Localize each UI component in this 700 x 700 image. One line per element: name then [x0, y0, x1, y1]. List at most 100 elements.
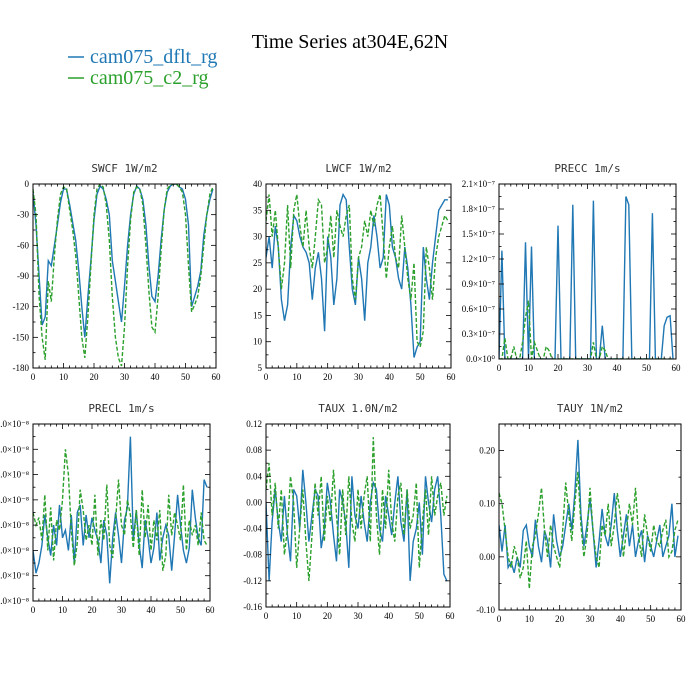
y-tick-label: 4.0×10⁻⁸	[0, 495, 29, 505]
x-tick-label: 40	[384, 611, 394, 621]
x-tick-label: 60	[672, 363, 682, 373]
series-line	[33, 449, 208, 571]
panel-title: TAUX 1.0N/m2	[318, 402, 397, 415]
y-tick-label: -180	[13, 363, 30, 373]
x-tick-label: 0	[264, 372, 269, 382]
y-tick-label: -0.04	[243, 524, 262, 534]
x-tick-label: 50	[181, 372, 191, 382]
series-line	[33, 184, 214, 367]
y-tick-label: -0.12	[243, 576, 262, 586]
chart-panel: TAUX 1.0N/m2 0 10 20 30 40 50 60 0.12 0.08 0.04 0.0…	[243, 402, 455, 621]
y-tick-label: 15	[253, 310, 263, 320]
x-tick-label: 40	[147, 605, 157, 615]
y-tick-label: 0.00	[246, 497, 262, 507]
x-tick-label: 60	[677, 614, 687, 624]
y-tick-label: 0.04	[246, 471, 262, 481]
x-tick-label: 0	[497, 614, 502, 624]
x-tick-label: 50	[642, 363, 652, 373]
legend-label: cam075_c2_rg	[90, 67, 209, 89]
y-tick-label: 2.1×10⁻⁷	[462, 179, 495, 189]
x-tick-label: 20	[90, 372, 100, 382]
y-tick-label: 3.0×10⁻⁸	[0, 520, 29, 530]
x-tick-label: 20	[555, 614, 565, 624]
legend-label: cam075_dflt_rg	[90, 46, 217, 68]
y-tick-label: 0.9×10⁻⁷	[462, 279, 495, 289]
y-tick-label: 0.00	[479, 552, 495, 562]
y-tick-label: 30	[253, 232, 263, 242]
x-tick-label: 60	[447, 372, 457, 382]
panel-title: TAUY 1N/m2	[557, 402, 623, 415]
y-tick-label: 5.0×10⁻⁸	[0, 470, 29, 480]
y-tick-label: 0.08	[246, 445, 262, 455]
x-tick-label: 10	[292, 372, 302, 382]
x-tick-label: 40	[385, 372, 395, 382]
chart-panel: PRECC 1m/s 0 10 20 30 40 50 60 0.0×10⁰ 0.3×10⁻⁷ 0.…	[462, 162, 681, 373]
y-tick-label: 0.6×10⁻⁷	[462, 304, 495, 314]
x-tick-label: 30	[583, 363, 593, 373]
y-tick-label: 6.0×10⁻⁸	[0, 444, 29, 454]
y-tick-label: -90	[17, 271, 29, 281]
panel-title: LWCF 1W/m2	[325, 162, 391, 175]
x-tick-label: 20	[88, 605, 98, 615]
x-tick-label: 30	[117, 605, 127, 615]
x-tick-label: 60	[212, 372, 222, 382]
chart-panel: TAUY 1N/m2 0 10 20 30 40 50 60 0.20 0.10 0.00 -0.10	[476, 402, 686, 624]
y-tick-label: -0.16	[243, 602, 262, 612]
y-tick-label: 2.0×10⁻⁸	[0, 545, 29, 555]
x-tick-label: 30	[354, 372, 364, 382]
chart-panels: SWCF 1W/m20 10 20 30 40 50 600-30-60-90-120-15…	[0, 162, 686, 624]
x-tick-label: 50	[416, 372, 426, 382]
x-tick-label: 50	[176, 605, 186, 615]
x-tick-label: 50	[415, 611, 425, 621]
series-line	[33, 436, 208, 584]
x-tick-label: 0	[31, 372, 36, 382]
y-tick-label: 1.5×10⁻⁷	[462, 229, 495, 239]
series-line	[499, 471, 679, 589]
y-tick-label: 0.0×10⁻⁸	[0, 596, 29, 606]
x-tick-label: 40	[151, 372, 161, 382]
y-tick-label: 1.2×10⁻⁷	[462, 254, 495, 264]
chart-panel: PRECL 1m/s 0 10 20 30 40 50 60 0.0×10⁻⁸ 1.0×10⁻⁸ 2…	[0, 402, 215, 615]
x-tick-label: 60	[206, 605, 216, 615]
y-tick-label: -150	[13, 332, 30, 342]
x-tick-label: 0	[31, 605, 36, 615]
chart-panel: SWCF 1W/m2 0 10 20 30 40 50 60 0 -30 -60 -90 -120 -15…	[13, 162, 222, 382]
x-tick-label: 10	[292, 611, 302, 621]
panel-title: SWCF 1W/m2	[91, 162, 157, 175]
y-tick-label: 25	[253, 258, 263, 268]
figure-title: Time Series at304E,62N	[252, 31, 448, 53]
y-tick-label: 1.8×10⁻⁷	[462, 204, 495, 214]
y-tick-label: 0.20	[479, 446, 495, 456]
y-tick-label: 0.0×10⁰	[466, 354, 495, 364]
x-tick-label: 20	[554, 363, 564, 373]
x-tick-label: 10	[525, 614, 535, 624]
y-tick-label: -0.10	[476, 605, 495, 615]
x-tick-label: 10	[524, 363, 534, 373]
x-tick-label: 40	[613, 363, 623, 373]
x-tick-label: 0	[264, 611, 269, 621]
y-tick-label: 7.0×10⁻⁸	[0, 419, 29, 429]
y-tick-label: 20	[253, 284, 263, 294]
x-tick-label: 50	[646, 614, 656, 624]
y-tick-label: 40	[253, 179, 263, 189]
y-tick-label: 0	[25, 179, 30, 189]
y-tick-label: 0.10	[479, 499, 495, 509]
y-tick-label: -60	[17, 240, 29, 250]
y-tick-label: 1.0×10⁻⁸	[0, 571, 29, 581]
x-tick-label: 10	[59, 372, 69, 382]
plot-frame	[498, 423, 682, 611]
series-line	[266, 437, 448, 581]
x-tick-label: 40	[616, 614, 626, 624]
panel-title: PRECL 1m/s	[88, 402, 154, 415]
x-tick-label: 20	[323, 372, 333, 382]
x-tick-label: 60	[446, 611, 456, 621]
y-tick-label: 0.12	[246, 419, 262, 429]
x-tick-label: 30	[586, 614, 596, 624]
y-tick-label: -0.08	[243, 550, 262, 560]
y-tick-label: -120	[13, 302, 30, 312]
x-tick-label: 0	[497, 363, 502, 373]
panel-title: PRECC 1m/s	[554, 162, 620, 175]
x-tick-label: 30	[354, 611, 364, 621]
